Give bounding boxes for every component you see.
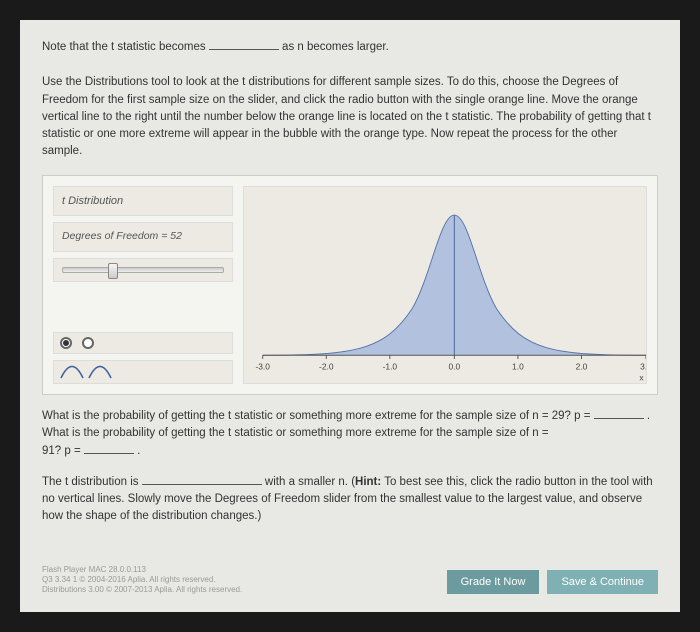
blank-shape[interactable] [142, 473, 262, 485]
dof-slider[interactable] [62, 267, 224, 273]
intro-prefix: Note that the t statistic becomes [42, 41, 206, 53]
button-row: Grade It Now Save & Continue [447, 570, 658, 594]
q1-line1a: What is the probability of getting the t… [42, 410, 590, 422]
xtick-2: -1.0 [383, 361, 398, 371]
intro-sentence: Note that the t statistic becomes as n b… [42, 38, 658, 56]
hint-label: Hint: [355, 476, 381, 488]
xtick-1: -2.0 [319, 361, 334, 371]
footer-line2: Q3 3.34 1 © 2004-2016 Aplia. All rights … [42, 575, 242, 585]
copyright: Flash Player MAC 28.0.0.113 Q3 3.34 1 © … [42, 565, 242, 594]
x-axis-label: x [639, 372, 644, 382]
tool-controls: t Distribution Degrees of Freedom = 52 [53, 186, 233, 384]
curve-preview-row [53, 360, 233, 384]
radio-option-2[interactable] [82, 337, 94, 349]
footer-line3: Distributions 3.00 © 2007-2013 Aplia. Al… [42, 585, 242, 595]
question-2: The t distribution is with a smaller n. … [42, 473, 658, 526]
tool-title: t Distribution [53, 186, 233, 217]
curve-preview-2[interactable] [88, 363, 112, 379]
chart-svg: -3.0 -2.0 -1.0 0.0 1.0 2.0 3.0 x [244, 187, 646, 383]
xtick-0: -3.0 [255, 361, 270, 371]
q2-prefix: The t distribution is [42, 476, 139, 488]
question-1: What is the probability of getting the t… [42, 407, 658, 461]
save-button[interactable]: Save & Continue [547, 570, 658, 594]
question-page: Note that the t statistic becomes as n b… [20, 20, 680, 612]
xtick-4: 1.0 [512, 361, 524, 371]
xtick-3: 0.0 [449, 361, 461, 371]
distribution-tool: t Distribution Degrees of Freedom = 52 [42, 175, 658, 395]
curve-preview-1[interactable] [60, 363, 84, 379]
blank-p91[interactable] [84, 442, 134, 454]
dof-slider-box [53, 258, 233, 282]
grade-button[interactable]: Grade It Now [447, 570, 540, 594]
instruction-text: Use the Distributions tool to look at th… [42, 74, 658, 160]
q2-mid: with a smaller n. ( [265, 476, 355, 488]
footer-line1: Flash Player MAC 28.0.0.113 [42, 565, 242, 575]
radio-row [53, 332, 233, 354]
distribution-chart[interactable]: -3.0 -2.0 -1.0 0.0 1.0 2.0 3.0 x [243, 186, 647, 384]
dof-label: Degrees of Freedom = 52 [53, 222, 233, 252]
footer: Flash Player MAC 28.0.0.113 Q3 3.34 1 © … [42, 565, 658, 594]
slider-thumb[interactable] [108, 263, 118, 279]
intro-suffix: as n becomes larger. [282, 41, 389, 53]
blank-p29[interactable] [594, 407, 644, 419]
blank-1[interactable] [209, 38, 279, 50]
q1-line2: 91? p = [42, 445, 81, 457]
xtick-6: 3.0 [640, 361, 646, 371]
xtick-5: 2.0 [576, 361, 588, 371]
x-ticks [263, 355, 646, 359]
radio-option-1[interactable] [60, 337, 72, 349]
